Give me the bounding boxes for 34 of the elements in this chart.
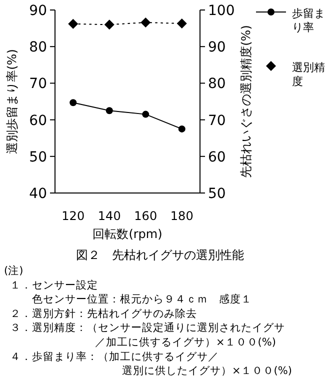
point — [142, 110, 150, 118]
y2-axis-title: 先枯れいぐさの選別精度(%) — [239, 25, 253, 178]
y-tick-label: 80 — [29, 40, 47, 56]
text: ３．選別精度：（センサー設定通りに選別されたイグサ — [10, 321, 285, 334]
y2-tick-label: 80 — [208, 76, 226, 92]
y-tick-label: 40 — [29, 186, 47, 202]
y-tick-label: 60 — [29, 112, 47, 129]
x-tick-label: 160 — [134, 209, 158, 223]
point — [106, 107, 113, 114]
text: (注) — [4, 264, 24, 277]
point — [178, 125, 186, 132]
x-tick-label: 140 — [98, 209, 121, 223]
y-axis-title: 選別歩留まり率(%) — [5, 49, 19, 154]
text: ／加工に供するイグサ）×１００(%) — [95, 336, 276, 348]
text: ４．歩留まり率：（加工に供するイグサ／ — [10, 350, 219, 363]
text: ２．選別方針：先枯れイグサのみ除去 — [10, 306, 197, 320]
point — [70, 99, 77, 106]
x-axis-title: 回転数(rpm) — [92, 227, 162, 241]
y2-tick-label: 90 — [208, 40, 226, 56]
legend-label: 歩留まり率 — [292, 7, 325, 34]
y2-tick-label: 50 — [208, 186, 226, 202]
text: １．センサー設定 — [10, 278, 98, 292]
text: 選別に供したイグサ）×１００(%) — [122, 365, 292, 377]
y-tick-label: 70 — [29, 76, 47, 92]
y-tick-label: 90 — [29, 3, 47, 19]
legend-label: 選別精度 — [292, 61, 325, 88]
text: 図２ 先枯れイグサの選別性能 — [76, 248, 244, 262]
text: 色センサー位置：根元から９４ｃｍ 感度１ — [32, 292, 252, 306]
y-tick-label: 50 — [29, 149, 47, 166]
y2-tick-label: 100 — [208, 3, 235, 19]
y2-tick-label: 60 — [208, 149, 226, 166]
x-tick-label: 120 — [62, 209, 85, 223]
y2-tick-label: 70 — [208, 112, 226, 129]
x-tick-label: 180 — [170, 209, 194, 223]
